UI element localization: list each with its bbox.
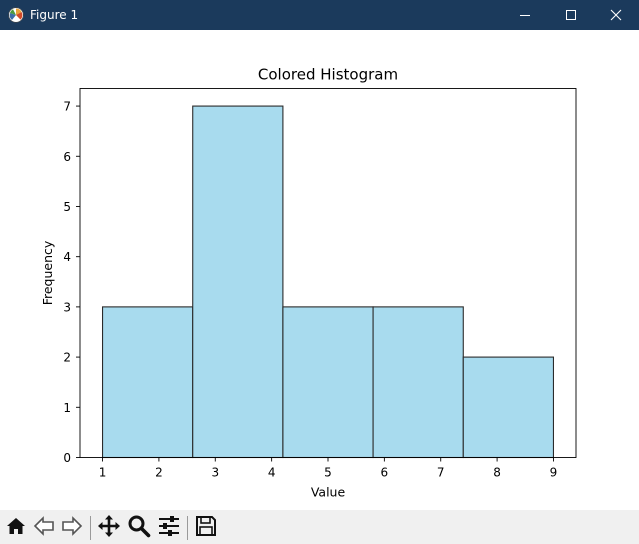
y-tick-label: 0: [63, 451, 71, 465]
x-tick-label: 7: [437, 466, 445, 480]
back-button[interactable]: [32, 516, 56, 540]
minimize-button[interactable]: [502, 0, 548, 30]
y-tick-label: 5: [63, 200, 71, 214]
maximize-icon: [565, 9, 577, 21]
forward-button[interactable]: [60, 516, 84, 540]
pan-icon: [97, 514, 121, 542]
zoom-icon: [127, 514, 151, 542]
x-tick-label: 2: [155, 466, 163, 480]
y-tick-label: 6: [63, 150, 71, 164]
save-icon: [195, 515, 217, 541]
figure-canvas: 1 2 3 4 5 6 7 8 9 0 1 2 3 4 5 6 7 Colored Histogram Value F…: [0, 30, 639, 510]
close-button[interactable]: [593, 0, 639, 30]
histogram-bar: [372, 306, 464, 459]
toolbar-separator: [187, 516, 188, 540]
home-button[interactable]: [4, 516, 28, 540]
y-tick-label: 1: [63, 401, 71, 415]
x-tick-label: 5: [324, 466, 332, 480]
x-tick-label: 8: [493, 466, 501, 480]
histogram-bar: [462, 356, 555, 459]
x-tick-label: 4: [268, 466, 276, 480]
toolbar-separator: [90, 516, 91, 540]
y-tick-label: 7: [63, 100, 71, 114]
y-tick-label: 2: [63, 351, 71, 365]
minimize-icon: [519, 9, 531, 21]
histogram-bar: [282, 306, 374, 459]
histogram-bar: [192, 105, 284, 459]
x-tick-label: 9: [550, 466, 558, 480]
x-axis-label: Value: [311, 485, 346, 500]
chart-title: Colored Histogram: [258, 66, 398, 84]
pan-button[interactable]: [97, 514, 121, 542]
navigation-toolbar: [0, 510, 639, 544]
maximize-button[interactable]: [548, 0, 594, 30]
x-tick-label: 6: [381, 466, 389, 480]
y-axis-label: Frequency: [40, 240, 55, 305]
zoom-button[interactable]: [127, 514, 151, 542]
histogram-bar: [101, 306, 194, 459]
x-tick-label: 3: [211, 466, 219, 480]
forward-icon: [61, 515, 83, 541]
configure-subplots-button[interactable]: [157, 516, 181, 540]
y-tick-label: 4: [63, 250, 71, 264]
window-titlebar: Figure 1: [0, 0, 639, 30]
configure-subplots-icon: [157, 514, 181, 542]
x-tick-label: 1: [99, 466, 107, 480]
matplotlib-logo-icon: [8, 7, 24, 23]
window-title: Figure 1: [30, 8, 79, 22]
save-button[interactable]: [194, 516, 218, 540]
home-icon: [5, 515, 27, 541]
histogram-chart: 1 2 3 4 5 6 7 8 9 0 1 2 3 4 5 6 7 Colored Histogram Value F…: [40, 66, 577, 500]
y-tick-label: 3: [63, 300, 71, 314]
back-icon: [33, 515, 55, 541]
close-icon: [610, 9, 622, 21]
